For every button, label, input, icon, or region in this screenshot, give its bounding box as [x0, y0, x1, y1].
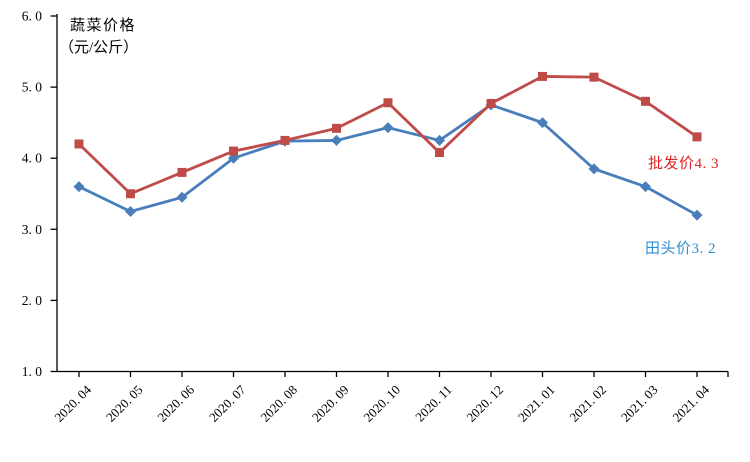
data-point-marker-田头价 — [331, 134, 342, 146]
data-point-marker-批发价 — [641, 96, 650, 106]
x-tick-label: 2020. 05 — [103, 382, 146, 425]
y-tick-label: 3. 0 — [22, 222, 43, 237]
data-point-marker-田头价 — [537, 117, 548, 129]
chart-title-line2: （元/公斤） — [59, 40, 139, 56]
series-line-批发价 — [78, 75, 698, 196]
data-point-marker-田头价 — [125, 206, 136, 218]
x-tick-label: 2020. 09 — [309, 382, 352, 425]
data-point-marker-批发价 — [74, 139, 84, 149]
data-point-marker-批发价 — [383, 98, 393, 108]
series-annotation-wholesale-price: 批发价4. 3 — [648, 156, 720, 172]
y-tick-label: 5. 0 — [22, 80, 43, 95]
y-tick-label: 4. 0 — [22, 151, 43, 166]
data-point-marker-田头价 — [640, 181, 651, 193]
data-point-marker-批发价 — [177, 167, 187, 177]
x-tick-label: 2021. 02 — [566, 382, 609, 425]
data-point-marker-批发价 — [435, 148, 444, 158]
chart-title-line1: 蔬菜价格 — [70, 18, 137, 34]
data-point-marker-田头价 — [588, 163, 600, 175]
data-point-marker-批发价 — [692, 132, 702, 142]
x-tick-label: 2020. 04 — [51, 382, 94, 425]
data-point-marker-批发价 — [589, 72, 599, 82]
data-point-marker-田头价 — [691, 209, 703, 221]
y-tick-label: 2. 0 — [22, 293, 43, 308]
data-point-marker-田头价 — [73, 181, 85, 193]
x-tick-label: 2021. 03 — [618, 382, 661, 425]
data-point-marker-批发价 — [229, 146, 238, 156]
x-tick-label: 2020. 12 — [463, 382, 506, 425]
data-point-marker-批发价 — [280, 135, 290, 145]
data-point-marker-批发价 — [332, 123, 341, 133]
x-tick-label: 2020. 10 — [360, 382, 403, 425]
data-point-marker-批发价 — [538, 71, 547, 81]
y-tick-label: 1. 0 — [22, 364, 43, 379]
chart-title: 蔬菜价格 （元/公斤） — [59, 15, 138, 59]
series-line-田头价 — [78, 103, 698, 217]
data-point-marker-田头价 — [382, 122, 394, 134]
x-tick-label: 2020. 08 — [257, 382, 300, 425]
x-tick-label: 2021. 01 — [515, 382, 558, 425]
data-point-marker-田头价 — [434, 134, 445, 146]
y-tick-label: 6. 0 — [22, 9, 43, 24]
x-tick-label: 2020. 06 — [154, 382, 197, 425]
x-tick-label: 2021. 04 — [669, 382, 712, 425]
data-point-marker-批发价 — [126, 189, 135, 199]
x-tick-label: 2020. 07 — [206, 382, 249, 425]
data-point-marker-批发价 — [486, 98, 496, 108]
series-annotation-farmgate-price: 田头价3. 2 — [645, 241, 717, 257]
data-point-marker-田头价 — [176, 191, 188, 203]
x-tick-label: 2020. 11 — [412, 382, 454, 424]
